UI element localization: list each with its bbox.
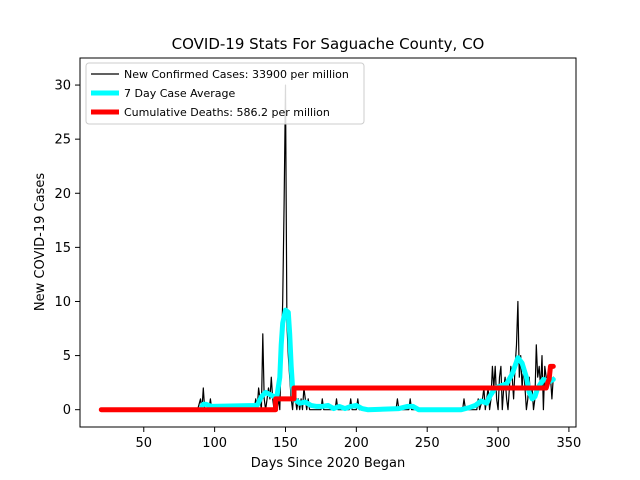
x-axis-label: Days Since 2020 Began bbox=[251, 456, 406, 471]
y-tick-label: 20 bbox=[54, 187, 71, 202]
y-tick-label: 30 bbox=[54, 79, 71, 94]
legend-box bbox=[85, 62, 365, 125]
series-cumulative-deaths-line bbox=[98, 363, 556, 413]
y-tick-label: 15 bbox=[54, 241, 71, 256]
y-tick-label: 5 bbox=[63, 349, 71, 364]
series-new-cases-line bbox=[197, 84, 554, 411]
y-axis-label: New COVID-19 Cases bbox=[33, 173, 48, 311]
legend-label-new-cases: New Confirmed Cases: 33900 per million bbox=[124, 68, 349, 81]
legend-label-7day-average: 7 Day Case Average bbox=[124, 87, 236, 100]
x-axis: 50 100 150 200 250 300 350 bbox=[135, 427, 581, 451]
plot-frame bbox=[79, 57, 577, 428]
x-tick-label: 200 bbox=[344, 436, 369, 451]
x-tick-label: 50 bbox=[135, 436, 152, 451]
x-tick-label: 300 bbox=[486, 436, 511, 451]
legend-label-cumulative-deaths: Cumulative Deaths: 586.2 per million bbox=[124, 106, 330, 119]
x-tick-label: 250 bbox=[415, 436, 440, 451]
series-7day-average-line bbox=[199, 307, 556, 413]
y-tick-label: 10 bbox=[54, 295, 71, 310]
legend: New Confirmed Cases: 33900 per million 7… bbox=[85, 62, 365, 125]
y-tick-label: 25 bbox=[54, 133, 71, 148]
chart-title: COVID-19 Stats For Saguache County, CO bbox=[172, 35, 485, 53]
x-tick-label: 100 bbox=[202, 436, 227, 451]
y-tick-label: 0 bbox=[63, 403, 71, 418]
plot-lines bbox=[98, 84, 556, 413]
y-axis: 0 5 10 15 20 25 30 bbox=[54, 79, 80, 418]
x-tick-label: 150 bbox=[273, 436, 298, 451]
x-tick-label: 350 bbox=[557, 436, 582, 451]
